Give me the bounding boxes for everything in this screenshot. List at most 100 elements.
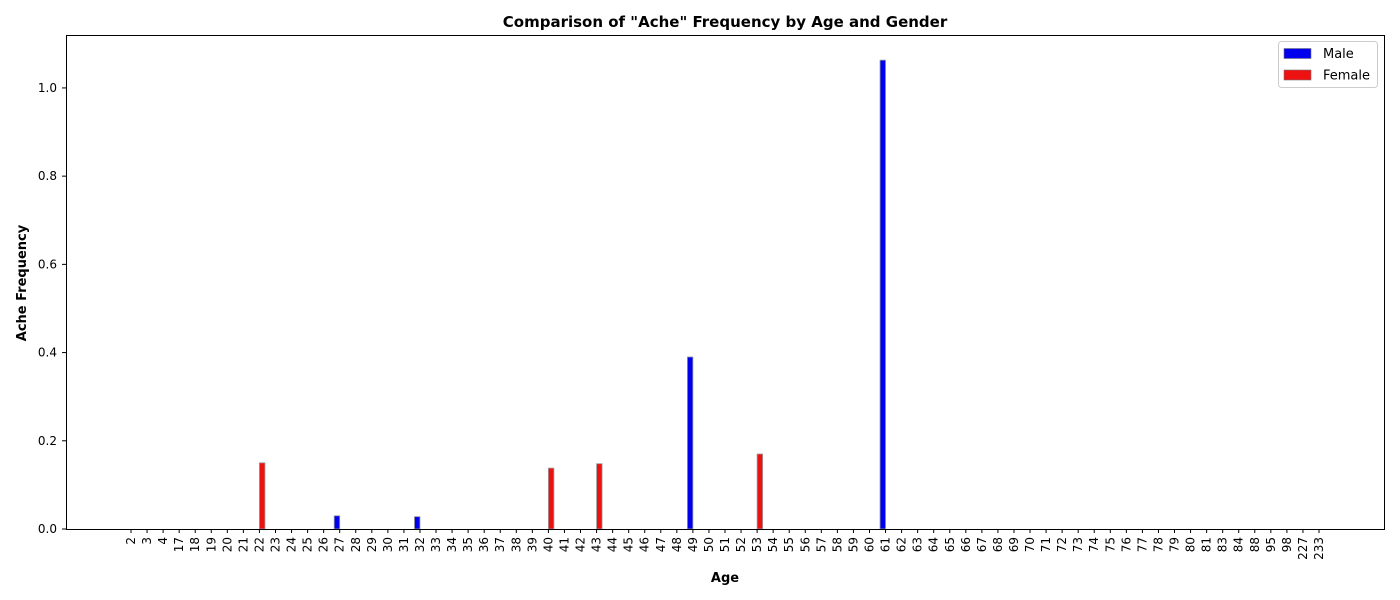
x-tick-label: 59: [846, 537, 860, 552]
x-axis: 2 3 4 17 18 19 20 21 22 23 24 25 26 27 28 29 30 31 32 33 34 3…: [124, 529, 1326, 560]
bar-female-53: [756, 453, 764, 530]
x-tick-label: 24: [285, 537, 299, 552]
x-tick-label: 83: [1216, 537, 1230, 552]
y-tick-label: 1.0: [38, 81, 57, 95]
x-tick-label: 227: [1296, 537, 1310, 560]
x-tick-label: 54: [766, 537, 780, 552]
x-tick-label: 64: [927, 537, 941, 552]
x-tick-label: 58: [830, 537, 844, 552]
x-tick-label: 76: [1119, 537, 1133, 552]
x-tick-label: 23: [268, 537, 282, 552]
x-tick-label: 62: [895, 537, 909, 552]
x-tick-label: 55: [782, 537, 796, 552]
y-tick-label: 0.4: [38, 346, 57, 360]
x-tick-label: 4: [156, 537, 170, 545]
y-axis: 0.0 0.2 0.4 0.6 0.8 1.0: [38, 81, 66, 536]
x-tick-label: 22: [252, 537, 266, 552]
x-tick-label: 233: [1312, 537, 1326, 560]
x-tick-label: 40: [541, 537, 555, 552]
x-tick-label: 37: [493, 537, 507, 552]
x-tick-label: 56: [798, 537, 812, 552]
y-tick-label: 0.2: [38, 434, 57, 448]
bar-female-40: [548, 467, 555, 530]
chart-title: Comparison of "Ache" Frequency by Age an…: [503, 13, 948, 31]
plot-frame: [66, 35, 1385, 530]
x-tick-label: 39: [525, 537, 539, 552]
x-tick-label: 73: [1071, 537, 1085, 552]
x-tick-label: 70: [1023, 537, 1037, 552]
x-tick-label: 19: [204, 537, 218, 552]
x-tick-label: 29: [365, 537, 379, 552]
x-tick-label: 57: [814, 537, 828, 552]
legend-label-female: Female: [1323, 69, 1370, 84]
x-tick-label: 79: [1168, 537, 1182, 552]
x-tick-label: 67: [975, 537, 989, 552]
x-tick-label: 84: [1232, 537, 1246, 552]
x-tick-label: 77: [1135, 537, 1149, 552]
x-tick-label: 95: [1264, 537, 1278, 552]
x-tick-label: 66: [959, 537, 973, 552]
bar-male-49: [686, 356, 694, 530]
x-tick-label: 75: [1103, 537, 1117, 552]
x-tick-label: 21: [236, 537, 250, 552]
x-tick-label: 34: [445, 537, 459, 552]
x-tick-label: 3: [140, 537, 154, 545]
x-tick-label: 60: [862, 537, 876, 552]
x-tick-label: 65: [943, 537, 957, 552]
x-tick-label: 69: [1007, 537, 1021, 552]
x-tick-label: 53: [750, 537, 764, 552]
x-tick-label: 33: [429, 537, 443, 552]
x-tick-label: 44: [606, 537, 620, 552]
x-tick-label: 32: [413, 537, 427, 552]
x-tick-label: 36: [477, 537, 491, 552]
bar-male-32: [414, 516, 421, 530]
x-tick-label: 88: [1248, 537, 1262, 552]
y-axis-title: Ache Frequency: [15, 224, 30, 341]
x-tick-label: 20: [220, 537, 234, 552]
x-tick-label: 47: [654, 537, 668, 552]
legend-swatch-female: [1283, 69, 1312, 81]
x-tick-label: 25: [301, 537, 315, 552]
x-tick-label: 42: [574, 537, 588, 552]
x-tick-label: 26: [317, 537, 331, 552]
bars-layer: [259, 59, 886, 530]
x-axis-title: Age: [711, 571, 739, 586]
x-tick-label: 38: [509, 537, 523, 552]
x-tick-label: 28: [349, 537, 363, 552]
x-tick-label: 30: [381, 537, 395, 552]
x-tick-label: 81: [1200, 537, 1214, 552]
x-tick-label: 98: [1280, 537, 1294, 552]
y-tick-label: 0.6: [38, 257, 57, 271]
x-tick-label: 68: [991, 537, 1005, 552]
y-tick-label: 0.0: [38, 522, 57, 536]
x-tick-label: 61: [879, 537, 893, 552]
y-tick-label: 0.8: [38, 169, 57, 183]
x-tick-label: 78: [1151, 537, 1165, 552]
legend-swatch-male: [1283, 48, 1312, 59]
x-tick-label: 80: [1184, 537, 1198, 552]
x-tick-label: 48: [670, 537, 684, 552]
x-tick-label: 49: [686, 537, 700, 552]
x-tick-label: 35: [461, 537, 475, 552]
legend-label-male: Male: [1323, 47, 1354, 62]
x-tick-label: 43: [590, 537, 604, 552]
x-tick-label: 71: [1039, 537, 1053, 552]
x-tick-label: 51: [718, 537, 732, 552]
x-tick-label: 46: [638, 537, 652, 552]
x-tick-label: 17: [172, 537, 186, 552]
bar-male-27: [333, 515, 341, 530]
x-tick-label: 18: [188, 537, 202, 552]
x-tick-label: 74: [1087, 537, 1101, 552]
x-tick-label: 45: [622, 537, 636, 552]
bar-female-22: [259, 462, 266, 530]
bar-male-61: [879, 59, 886, 530]
x-tick-label: 50: [702, 537, 716, 552]
legend: Male Female: [1278, 41, 1378, 88]
x-tick-label: 27: [333, 537, 347, 552]
x-tick-label: 31: [397, 537, 411, 552]
x-tick-label: 41: [557, 537, 571, 552]
x-tick-label: 63: [911, 537, 925, 552]
x-tick-label: 72: [1055, 537, 1069, 552]
